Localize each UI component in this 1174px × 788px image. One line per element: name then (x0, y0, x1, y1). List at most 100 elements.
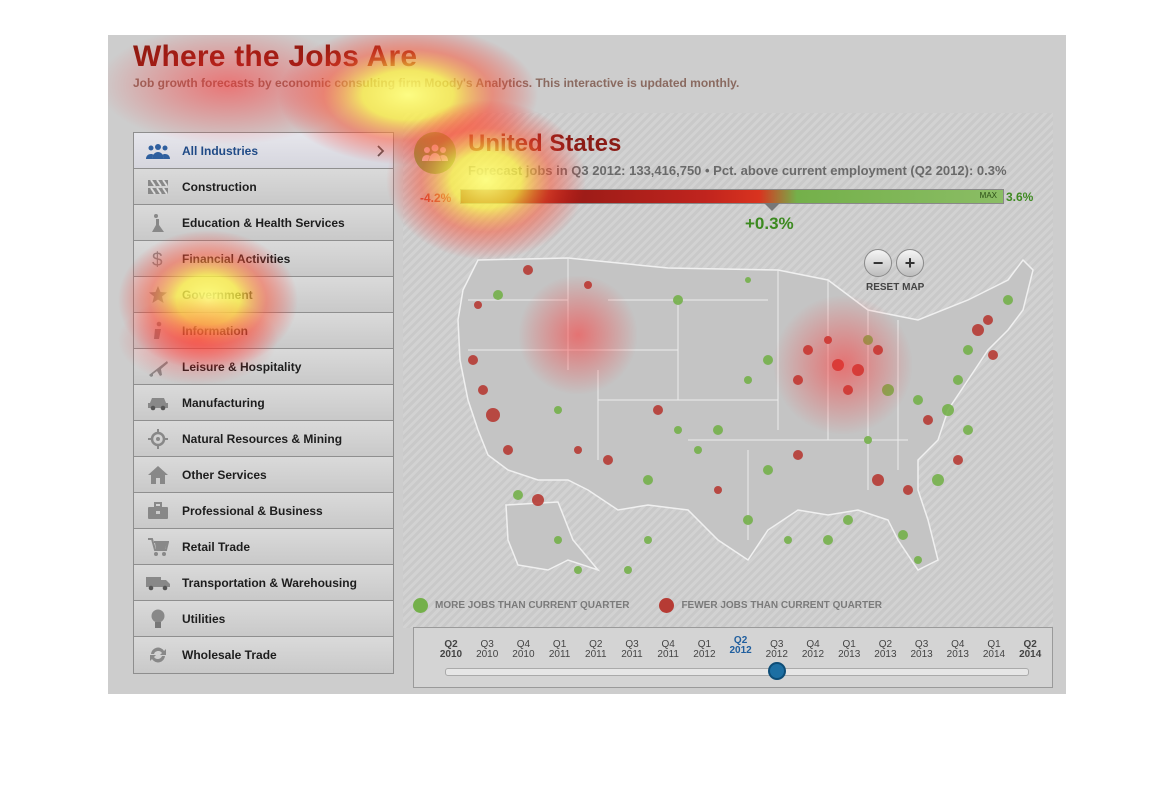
fewer-jobs-dot[interactable] (653, 405, 663, 415)
sidebar-item-natural-resources-and-mining[interactable]: Natural Resources & Mining (134, 421, 393, 457)
more-jobs-dot[interactable] (942, 404, 954, 416)
fewer-jobs-dot[interactable] (803, 345, 813, 355)
timeline-tick[interactable]: Q4 2011 (648, 640, 688, 660)
timeline-tick[interactable]: Q1 2011 (540, 640, 580, 660)
fewer-jobs-dot[interactable] (478, 385, 488, 395)
fewer-jobs-dot[interactable] (603, 455, 613, 465)
fewer-jobs-dot[interactable] (972, 324, 984, 336)
fewer-jobs-dot[interactable] (714, 486, 722, 494)
fewer-jobs-dot[interactable] (852, 364, 864, 376)
fewer-jobs-dot[interactable] (832, 359, 844, 371)
zoom-out-button[interactable]: − (864, 249, 892, 277)
tick-quarter: Q1 (552, 639, 567, 650)
timeline-tick[interactable]: Q3 2011 (612, 640, 652, 660)
sidebar-item-information[interactable]: Information (134, 313, 393, 349)
more-jobs-dot[interactable] (953, 375, 963, 385)
more-jobs-dot[interactable] (643, 475, 653, 485)
sidebar-item-all-industries[interactable]: All Industries (134, 133, 393, 169)
timeline-tick[interactable]: Q2 2012 (721, 636, 761, 656)
more-jobs-dot[interactable] (898, 530, 908, 540)
more-jobs-dot[interactable] (932, 474, 944, 486)
more-jobs-dot[interactable] (513, 490, 523, 500)
more-jobs-dot[interactable] (554, 536, 562, 544)
more-jobs-dot[interactable] (763, 355, 773, 365)
more-jobs-dot[interactable] (694, 446, 702, 454)
fewer-jobs-dot[interactable] (793, 450, 803, 460)
timeline-tick[interactable]: Q3 2010 (467, 640, 507, 660)
sidebar-item-financial-activities[interactable]: $ Financial Activities (134, 241, 393, 277)
fewer-jobs-dot[interactable] (843, 385, 853, 395)
more-jobs-dot[interactable] (763, 465, 773, 475)
timeline-tick[interactable]: Q2 2013 (865, 640, 905, 660)
reset-map-button[interactable]: RESET MAP (866, 282, 925, 293)
fewer-jobs-dot[interactable] (824, 336, 832, 344)
more-jobs-dot[interactable] (674, 426, 682, 434)
sidebar-item-leisure-and-hospitality[interactable]: Leisure & Hospitality (134, 349, 393, 385)
more-jobs-dot[interactable] (963, 425, 973, 435)
fewer-jobs-dot[interactable] (486, 408, 500, 422)
more-jobs-dot[interactable] (743, 515, 753, 525)
fewer-jobs-dot[interactable] (532, 494, 544, 506)
fewer-jobs-dot[interactable] (923, 415, 933, 425)
more-jobs-dot[interactable] (493, 290, 503, 300)
more-jobs-dot[interactable] (745, 277, 751, 283)
sidebar-item-utilities[interactable]: Utilities (134, 601, 393, 637)
fewer-jobs-dot[interactable] (953, 455, 963, 465)
more-jobs-dot[interactable] (784, 536, 792, 544)
fewer-jobs-dot[interactable] (983, 315, 993, 325)
fewer-jobs-dot[interactable] (523, 265, 533, 275)
sidebar-item-retail-trade[interactable]: Retail Trade (134, 529, 393, 565)
fewer-jobs-dot[interactable] (872, 474, 884, 486)
timeline-slider-handle[interactable] (767, 662, 786, 680)
fewer-jobs-dot[interactable] (468, 355, 478, 365)
sidebar-item-other-services[interactable]: Other Services (134, 457, 393, 493)
fewer-jobs-dot[interactable] (903, 485, 913, 495)
more-jobs-dot[interactable] (713, 425, 723, 435)
more-jobs-dot[interactable] (554, 406, 562, 414)
more-jobs-dot[interactable] (913, 395, 923, 405)
more-jobs-dot[interactable] (963, 345, 973, 355)
timeline-tick[interactable]: Q4 2010 (503, 640, 543, 660)
fewer-jobs-dot[interactable] (584, 281, 592, 289)
more-jobs-dot[interactable] (843, 515, 853, 525)
timeline-tick[interactable]: Q2 2011 (576, 640, 616, 660)
more-jobs-dot[interactable] (574, 566, 582, 574)
more-jobs-dot[interactable] (823, 535, 833, 545)
fewer-jobs-dot[interactable] (873, 345, 883, 355)
fewer-jobs-dot[interactable] (793, 375, 803, 385)
timeline-track[interactable] (445, 668, 1029, 676)
more-jobs-dot[interactable] (1003, 295, 1013, 305)
more-jobs-dot[interactable] (673, 295, 683, 305)
fewer-jobs-dot[interactable] (574, 446, 582, 454)
more-jobs-dot[interactable] (864, 436, 872, 444)
timeline-tick[interactable]: Q2 2010 (431, 640, 471, 660)
more-jobs-dot[interactable] (644, 536, 652, 544)
tick-quarter: Q2 (589, 639, 603, 650)
more-jobs-dot[interactable] (882, 384, 894, 396)
zoom-in-button[interactable]: + (896, 249, 924, 277)
more-jobs-dot[interactable] (914, 556, 922, 564)
timeline-tick[interactable]: Q4 2013 (938, 640, 978, 660)
more-jobs-dot[interactable] (624, 566, 632, 574)
tick-year: 2010 (476, 649, 499, 660)
timeline-tick[interactable]: Q3 2013 (902, 640, 942, 660)
timeline-tick[interactable]: Q1 2013 (829, 640, 869, 660)
us-map[interactable] (448, 240, 1038, 590)
timeline-tick[interactable]: Q2 2014 (1010, 640, 1050, 660)
sidebar-item-professional-and-business[interactable]: Professional & Business (134, 493, 393, 529)
timeline-tick[interactable]: Q1 2014 (974, 640, 1014, 660)
fewer-jobs-dot[interactable] (503, 445, 513, 455)
sidebar-item-wholesale-trade[interactable]: Wholesale Trade (134, 637, 393, 673)
fewer-jobs-dot[interactable] (988, 350, 998, 360)
timeline-tick[interactable]: Q1 2012 (684, 640, 724, 660)
more-jobs-dot[interactable] (744, 376, 752, 384)
fewer-jobs-dot[interactable] (474, 301, 482, 309)
timeline-tick[interactable]: Q3 2012 (757, 640, 797, 660)
more-jobs-dot[interactable] (863, 335, 873, 345)
sidebar-item-education-and-health-services[interactable]: Education & Health Services (134, 205, 393, 241)
sidebar-item-construction[interactable]: Construction (134, 169, 393, 205)
sidebar-item-transportation-and-warehousing[interactable]: Transportation & Warehousing (134, 565, 393, 601)
sidebar-item-manufacturing[interactable]: Manufacturing (134, 385, 393, 421)
sidebar-item-government[interactable]: Government (134, 277, 393, 313)
timeline-tick[interactable]: Q4 2012 (793, 640, 833, 660)
